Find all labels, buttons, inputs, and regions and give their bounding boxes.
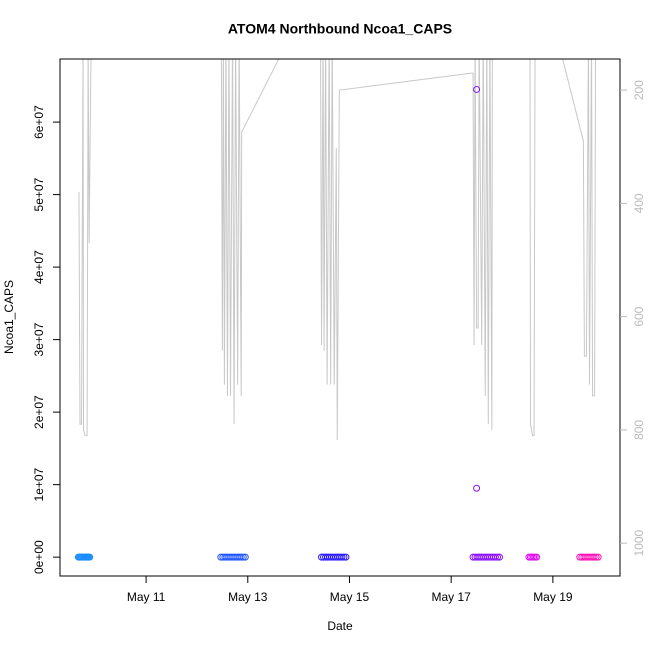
data-point	[340, 553, 348, 561]
data-point	[473, 85, 481, 93]
data-point	[590, 553, 598, 561]
y2-tick-label: 400	[632, 193, 646, 213]
y2-tick-label: 800	[632, 420, 646, 440]
data-point	[594, 553, 602, 561]
data-point	[473, 484, 481, 492]
data-point	[592, 553, 600, 561]
y2-tick-label: 600	[632, 306, 646, 326]
x-axis-label: Date	[327, 619, 353, 633]
y-tick-label: 1e+07	[32, 467, 46, 501]
data-point	[86, 553, 94, 561]
y-axis-label: Ncoa1_CAPS	[2, 280, 16, 354]
y-tick-label: 4e+07	[32, 250, 46, 284]
y2-tick-label: 200	[632, 80, 646, 100]
x-tick-label: May 17	[432, 590, 472, 604]
y-tick-label: 0e+00	[32, 540, 46, 574]
data-point	[493, 553, 501, 561]
x-tick-label: May 15	[330, 590, 370, 604]
data-point	[342, 553, 350, 561]
data-point	[241, 553, 249, 561]
y-tick-label: 5e+07	[32, 177, 46, 211]
chart-title: ATOM4 Northbound Ncoa1_CAPS	[228, 21, 452, 37]
data-point	[239, 553, 247, 561]
y-tick-label: 6e+07	[32, 105, 46, 139]
data-point	[237, 553, 245, 561]
y-tick-label: 3e+07	[32, 322, 46, 356]
data-line	[78, 59, 597, 441]
plot-area	[74, 59, 602, 561]
data-point	[495, 553, 503, 561]
data-point	[491, 553, 499, 561]
x-tick-label: May 19	[533, 590, 573, 604]
data-point	[338, 553, 346, 561]
y-tick-label: 2e+07	[32, 395, 46, 429]
data-point	[533, 553, 541, 561]
plot-box	[59, 58, 621, 577]
x-tick-label: May 11	[127, 590, 166, 604]
y2-tick-label: 1000	[632, 529, 646, 556]
x-tick-label: May 13	[228, 590, 268, 604]
